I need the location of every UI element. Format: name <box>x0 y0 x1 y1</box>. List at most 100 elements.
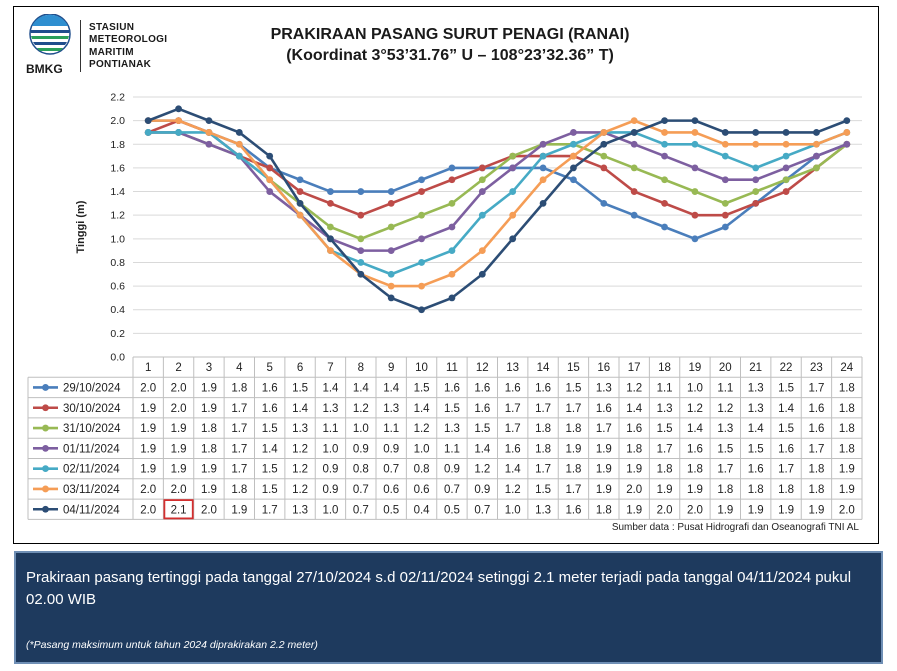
bmkg-logo-icon <box>29 14 71 55</box>
data-point <box>570 140 577 148</box>
data-label: 0.9 <box>383 443 399 455</box>
data-point <box>509 152 517 160</box>
data-label: 1.2 <box>474 464 490 476</box>
data-point <box>843 140 851 148</box>
data-label: 1.2 <box>292 443 308 455</box>
data-label: 1.6 <box>808 423 824 435</box>
data-label: 1.3 <box>292 504 308 516</box>
data-point <box>721 129 729 136</box>
data-point <box>782 152 790 160</box>
data-label: 0.8 <box>353 464 369 476</box>
data-point <box>387 188 395 195</box>
data-label: 1.8 <box>748 484 764 496</box>
data-label: 1.9 <box>140 443 156 455</box>
x-tick-label: 9 <box>388 362 394 374</box>
data-point <box>144 117 152 125</box>
data-point <box>661 129 668 136</box>
data-label: 1.5 <box>657 423 673 435</box>
data-label: 1.8 <box>808 484 824 496</box>
data-label: 1.6 <box>808 403 824 415</box>
data-point <box>782 188 790 195</box>
data-label: 1.7 <box>262 504 278 516</box>
data-point <box>539 140 547 148</box>
data-label: 1.8 <box>717 484 733 496</box>
data-point <box>327 247 334 255</box>
data-label: 0.9 <box>322 464 338 476</box>
data-label: 2.0 <box>171 484 187 496</box>
data-point <box>782 140 790 148</box>
data-label: 1.8 <box>565 464 581 476</box>
data-point <box>570 129 577 136</box>
x-tick-label: 20 <box>719 362 732 374</box>
info-main-text: Prakiraan pasang tertinggi pada tanggal … <box>26 569 852 608</box>
y-tick-label: 1.8 <box>110 139 125 151</box>
data-label: 0.9 <box>353 443 369 455</box>
data-point <box>509 188 517 195</box>
y-tick-label: 1.6 <box>110 162 125 174</box>
y-tick-label: 1.4 <box>110 186 125 198</box>
x-tick-label: 22 <box>780 362 793 374</box>
data-label: 1.6 <box>444 382 460 394</box>
x-tick-label: 2 <box>175 362 181 374</box>
highlight-box <box>163 499 194 520</box>
data-label: 1.6 <box>748 464 764 476</box>
data-label: 1.4 <box>292 403 309 415</box>
data-point <box>570 176 577 184</box>
y-axis-label: Tinggi (m) <box>75 200 87 253</box>
y-tick-label: 0.8 <box>110 257 125 269</box>
x-tick-label: 19 <box>689 362 702 374</box>
data-point <box>418 188 425 195</box>
data-point <box>600 129 608 136</box>
data-label: 1.7 <box>565 484 581 496</box>
data-point <box>296 188 304 195</box>
data-point <box>357 188 365 195</box>
x-tick-label: 5 <box>266 362 272 374</box>
data-label: 1.4 <box>626 403 643 415</box>
x-tick-label: 14 <box>537 362 550 374</box>
data-label: 1.3 <box>535 504 551 516</box>
data-label: 0.7 <box>353 484 369 496</box>
data-point <box>813 152 820 160</box>
data-point <box>782 129 790 136</box>
data-label: 0.5 <box>383 504 399 516</box>
x-tick-label: 18 <box>658 362 671 374</box>
series-line <box>148 119 848 288</box>
data-point <box>387 270 395 278</box>
legend-marker <box>42 465 49 473</box>
data-point <box>327 199 334 207</box>
data-label: 1.0 <box>687 382 703 394</box>
data-point <box>661 176 668 184</box>
data-point <box>448 270 456 278</box>
data-label: 1.9 <box>839 484 855 496</box>
data-label: 1.7 <box>505 403 521 415</box>
data-point <box>752 199 760 207</box>
data-point <box>327 223 334 231</box>
data-label: 1.2 <box>353 403 369 415</box>
data-label: 0.7 <box>474 504 490 516</box>
data-point <box>327 188 334 195</box>
x-tick-label: 3 <box>206 362 212 374</box>
data-label: 1.8 <box>839 382 855 394</box>
data-point <box>448 247 456 255</box>
data-point <box>691 117 699 125</box>
data-point <box>691 211 699 219</box>
data-point <box>600 152 608 160</box>
chart-title: PRAKIRAAN PASANG SURUT PENAGI (RANAI) (K… <box>170 24 730 66</box>
data-label: 1.9 <box>201 464 217 476</box>
data-point <box>691 188 699 195</box>
data-label: 1.6 <box>535 382 551 394</box>
data-label: 1.9 <box>140 464 156 476</box>
data-label: 1.5 <box>292 382 308 394</box>
data-label: 1.5 <box>565 382 581 394</box>
data-label: 1.3 <box>444 423 460 435</box>
data-label: 0.7 <box>353 504 369 516</box>
data-label: 1.9 <box>201 484 217 496</box>
data-label: 1.5 <box>444 403 460 415</box>
data-point <box>478 270 486 278</box>
legend-label: 01/11/2024 <box>63 443 120 455</box>
data-label: 1.4 <box>262 443 279 455</box>
data-label: 1.1 <box>383 423 399 435</box>
data-label: 1.9 <box>596 484 612 496</box>
data-point <box>752 140 760 148</box>
data-label: 2.0 <box>140 484 156 496</box>
